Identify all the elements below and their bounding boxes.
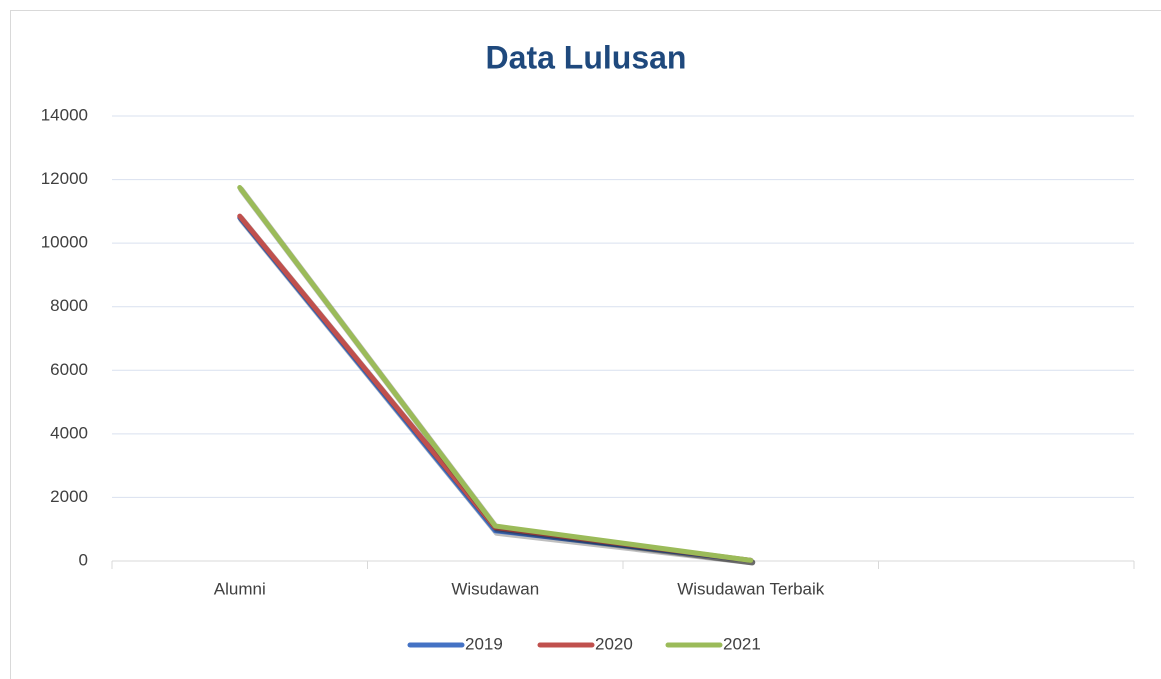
y-tick-label: 14000	[41, 105, 88, 124]
chart-frame	[10, 10, 1161, 679]
chart-title: Data Lulusan	[486, 39, 687, 75]
legend-label: 2021	[723, 634, 761, 653]
y-tick-label: 0	[79, 550, 88, 569]
y-tick-label: 2000	[50, 487, 88, 506]
y-tick-label: 12000	[41, 169, 88, 188]
x-tick-label: Alumni	[214, 579, 266, 598]
legend-label: 2020	[595, 634, 633, 653]
y-tick-label: 4000	[50, 423, 88, 442]
legend-label: 2019	[465, 634, 503, 653]
y-tick-label: 8000	[50, 296, 88, 315]
x-tick-label: Wisudawan	[451, 579, 539, 598]
y-tick-label: 10000	[41, 233, 88, 252]
series-line	[237, 185, 754, 563]
x-tick-label: Wisudawan Terbaik	[677, 579, 825, 598]
y-tick-label: 6000	[50, 360, 88, 379]
